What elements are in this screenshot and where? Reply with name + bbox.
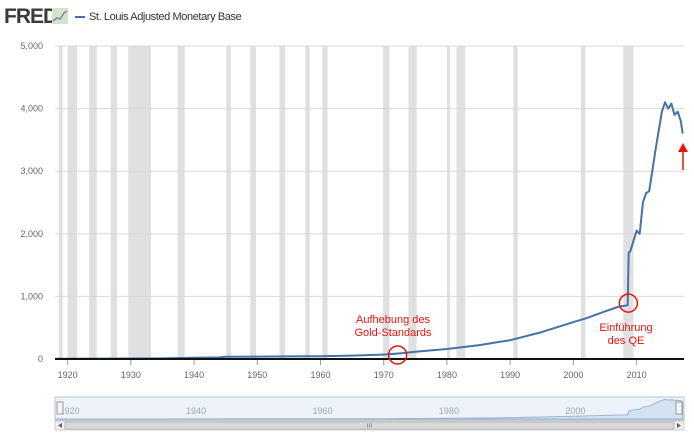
navigator-series-area xyxy=(55,398,684,420)
recession-band-17 xyxy=(623,46,634,359)
y-tick-label: 4,000 xyxy=(20,104,43,114)
recession-band-2 xyxy=(89,46,97,359)
annotation-gold-standard: Aufhebung des Gold-Standards xyxy=(354,314,432,339)
navigator-label: 1960 xyxy=(312,406,332,416)
recession-band-5 xyxy=(177,46,185,359)
y-tick-label: 3,000 xyxy=(20,166,43,176)
recession-band-12 xyxy=(408,46,417,359)
navigator: 1920 1940 1960 1980 2000 xyxy=(54,396,685,431)
y-tick-label: 0 xyxy=(38,354,43,364)
navigator-handle-left[interactable] xyxy=(56,401,64,415)
navigator-label: 1980 xyxy=(439,406,459,416)
annotation-circle-qe xyxy=(618,293,639,313)
recession-band-16 xyxy=(580,46,586,359)
navigator-label: 1920 xyxy=(60,406,80,416)
navigator-window[interactable] xyxy=(54,396,685,421)
gridlines xyxy=(55,45,684,360)
y-tick-label: 1,000 xyxy=(20,291,43,301)
mini-line-chart-icon xyxy=(52,8,68,24)
x-tick-label: 1930 xyxy=(121,370,141,380)
x-tick-label: 1970 xyxy=(374,370,394,380)
recession-band-0 xyxy=(58,46,63,359)
y-tick-label: 5,000 xyxy=(20,41,43,51)
recession-bands xyxy=(58,46,634,359)
x-tick-label: 1990 xyxy=(500,370,520,380)
chart-header: FRED St. Louis Adjusted Monetary Base xyxy=(0,0,694,34)
annotations: Aufhebung des Gold-Standards Einführung des… xyxy=(354,143,688,365)
fred-logo[interactable]: FRED xyxy=(4,5,58,28)
y-axis: 0 1,000 2,000 3,000 4,000 5,000 xyxy=(20,41,43,364)
annotation-qe: Einführung des QE xyxy=(599,322,652,347)
arrow-up-icon-head xyxy=(678,143,688,152)
recession-band-10 xyxy=(322,46,328,359)
recession-band-6 xyxy=(226,46,231,359)
y-tick-label: 2,000 xyxy=(20,229,43,239)
recession-band-8 xyxy=(279,46,286,359)
x-tick-label: 1960 xyxy=(310,370,330,380)
legend-line-swatch xyxy=(75,16,85,18)
x-tick-label: 2010 xyxy=(627,370,647,380)
x-tick-label: 1920 xyxy=(58,370,78,380)
arrow-right-icon[interactable] xyxy=(677,423,681,428)
x-tick-label: 1980 xyxy=(437,370,457,380)
recession-band-11 xyxy=(383,46,390,359)
recession-band-14 xyxy=(456,46,466,359)
recession-band-3 xyxy=(110,46,117,359)
arrow-left-icon[interactable] xyxy=(58,423,62,428)
navigator-label: 2000 xyxy=(565,406,585,416)
recession-band-1 xyxy=(67,46,78,359)
recession-band-13 xyxy=(446,46,451,359)
recession-band-7 xyxy=(250,46,257,359)
x-axis: 1920 1930 1940 1950 1960 1970 1980 1990 2000 2010 xyxy=(58,359,647,380)
recession-band-9 xyxy=(305,46,310,359)
legend-series-name[interactable]: St. Louis Adjusted Monetary Base xyxy=(89,11,242,23)
recession-band-15 xyxy=(513,46,518,359)
annotation-circle-gold-standard xyxy=(387,345,408,365)
x-tick-label: 2000 xyxy=(563,370,583,380)
x-tick-label: 1940 xyxy=(184,370,204,380)
recession-band-4 xyxy=(128,46,152,359)
navigator-label: 1940 xyxy=(186,406,206,416)
x-tick-label: 1950 xyxy=(247,370,267,380)
navigator-handle-right[interactable] xyxy=(675,401,683,415)
series-line-monetary-base xyxy=(54,101,684,360)
